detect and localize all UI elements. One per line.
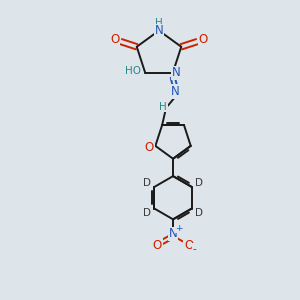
Text: +: + bbox=[175, 224, 183, 233]
Text: D: D bbox=[195, 178, 203, 188]
Text: HO: HO bbox=[124, 66, 141, 76]
Text: -: - bbox=[193, 244, 196, 254]
Text: N: N bbox=[154, 24, 164, 37]
Text: D: D bbox=[143, 178, 151, 188]
Text: O: O bbox=[184, 238, 193, 252]
Text: N: N bbox=[171, 85, 179, 98]
Text: H: H bbox=[159, 101, 167, 112]
Text: N: N bbox=[169, 227, 177, 240]
Text: O: O bbox=[153, 238, 162, 252]
Text: D: D bbox=[195, 208, 203, 218]
Text: H: H bbox=[155, 18, 163, 28]
Text: D: D bbox=[143, 208, 151, 218]
Text: O: O bbox=[145, 141, 154, 154]
Text: O: O bbox=[110, 33, 119, 46]
Text: N: N bbox=[172, 66, 181, 80]
Text: O: O bbox=[199, 33, 208, 46]
